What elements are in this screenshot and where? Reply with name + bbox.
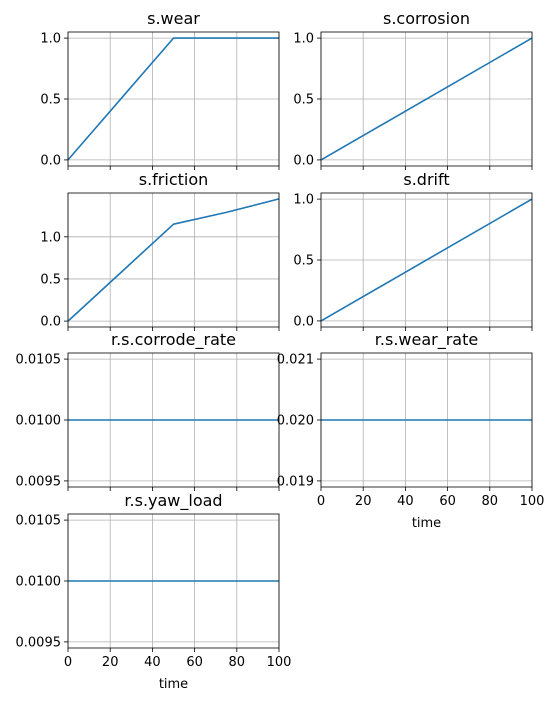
axes-frame [67, 192, 280, 328]
y-tick-label: 0.5 [40, 272, 61, 287]
x-tick-label: 60 [186, 655, 203, 670]
subplot-6: 0 20 40 60 80 100 0.019 0.020 0.021 r.s.wear_rate… [277, 330, 545, 531]
series-line [320, 198, 533, 322]
x-tick-label: 0 [317, 494, 325, 509]
subplot-title: r.s.wear_rate [375, 330, 478, 350]
subplot-3: 0.0 0.5 1.0 s.friction [40, 170, 280, 331]
y-tick-label: 0.5 [293, 93, 314, 108]
x-axis-label: time [412, 516, 441, 531]
y-tick-label: 1.0 [293, 193, 314, 208]
subplot-title: r.s.yaw_load [124, 491, 222, 511]
y-tick-label: 0.0 [40, 153, 61, 168]
y-tick-label: 0.0 [40, 315, 61, 330]
x-tick-label: 80 [229, 655, 246, 670]
y-tick-label: 0.5 [40, 93, 61, 108]
y-tick-label: 0.020 [277, 414, 314, 429]
y-tick-label: 0.0 [293, 153, 314, 168]
y-tick-label: 0.0095 [16, 635, 62, 650]
x-tick-label: 0 [64, 655, 72, 670]
x-tick-label: 80 [482, 494, 499, 509]
y-tick-label: 0.0100 [16, 575, 62, 590]
subplot-title: s.drift [403, 170, 449, 189]
y-tick-label: 0.0095 [16, 474, 62, 489]
subplot-title: s.friction [139, 170, 209, 189]
series-line [67, 37, 279, 161]
x-tick-label: 100 [267, 655, 292, 670]
y-tick-label: 1.0 [40, 230, 61, 245]
x-axis-label: time [159, 677, 188, 692]
subplot-title: s.wear [147, 9, 200, 28]
subplot-1: 0.0 0.5 1.0 s.wear [40, 9, 280, 170]
x-tick-label: 100 [520, 494, 545, 509]
subplot-title: s.corrosion [383, 9, 470, 28]
y-tick-label: 0.0100 [16, 414, 62, 429]
x-tick-label: 60 [439, 494, 456, 509]
series-line [320, 37, 533, 161]
y-tick-label: 1.0 [40, 32, 61, 47]
y-tick-label: 0.5 [293, 254, 314, 269]
subplot-2: 0.0 0.5 1.0 s.corrosion [293, 9, 533, 170]
y-tick-label: 0.0105 [16, 353, 62, 368]
subplot-7: 0 20 40 60 80 100 0.0095 0.0100 0.0105 r.s.yaw_lo… [16, 491, 292, 692]
y-tick-label: 0.019 [277, 474, 314, 489]
series-line [67, 198, 280, 322]
subplot-title: r.s.corrode_rate [111, 330, 236, 350]
y-tick-label: 0.0105 [16, 514, 62, 529]
x-tick-label: 40 [144, 655, 161, 670]
y-tick-label: 1.0 [293, 32, 314, 47]
y-tick-label: 0.0 [293, 314, 314, 329]
x-tick-label: 40 [397, 494, 414, 509]
x-tick-label: 20 [355, 494, 372, 509]
subplot-4: 0.0 0.5 1.0 s.drift [293, 170, 533, 331]
x-tick-label: 20 [102, 655, 119, 670]
y-tick-label: 0.021 [277, 353, 314, 368]
subplot-5: 0.0095 0.0100 0.0105 r.s.corrode_rate [16, 330, 280, 491]
